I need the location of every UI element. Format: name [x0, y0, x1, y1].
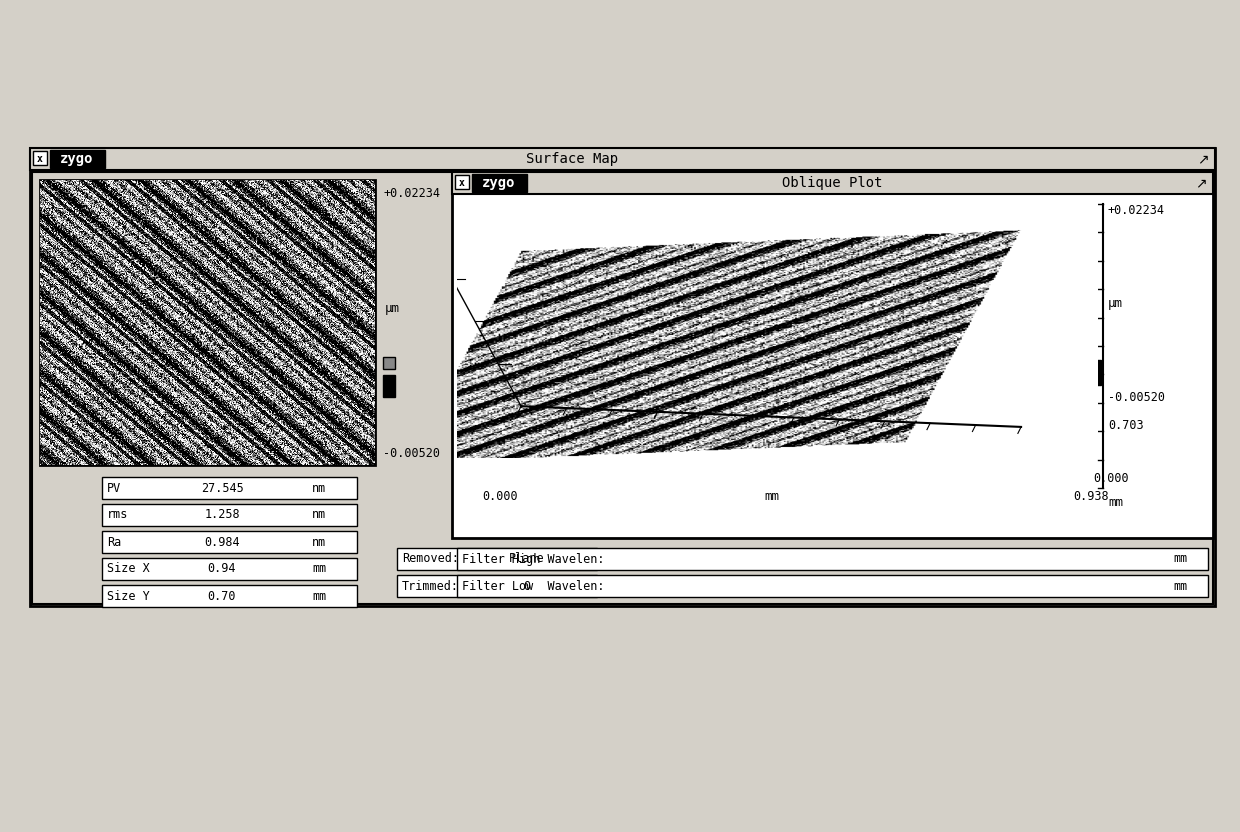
Text: mm: mm — [1109, 496, 1123, 509]
Bar — [102, 585, 357, 607]
Text: +0.02234: +0.02234 — [383, 187, 440, 200]
Bar — [102, 558, 357, 580]
Text: ↗: ↗ — [1195, 176, 1207, 190]
Bar — [383, 357, 396, 369]
Text: 0.94: 0.94 — [208, 562, 237, 576]
Text: -0.00520: -0.00520 — [383, 447, 440, 460]
Text: Plane: Plane — [510, 552, 544, 566]
Text: 0.938: 0.938 — [1073, 489, 1109, 503]
Text: Oblique Plot: Oblique Plot — [781, 176, 882, 190]
Polygon shape — [405, 194, 1021, 427]
Bar — [383, 374, 396, 397]
Text: 27.545: 27.545 — [201, 482, 243, 494]
Text: nm: nm — [312, 508, 326, 522]
Text: mm: mm — [1174, 580, 1188, 592]
Bar — [32, 172, 1213, 604]
Bar — [453, 172, 1213, 538]
Bar — [397, 575, 596, 597]
Bar — [33, 151, 47, 165]
Text: mm: mm — [312, 590, 326, 602]
Bar — [458, 548, 1208, 570]
Bar — [397, 548, 596, 570]
Text: Ra: Ra — [107, 536, 122, 548]
Text: 0: 0 — [523, 580, 531, 592]
Bar — [30, 148, 1215, 170]
Bar — [1087, 360, 1101, 385]
Bar — [458, 575, 1208, 597]
Text: 0.984: 0.984 — [205, 536, 239, 548]
Text: rms: rms — [107, 508, 129, 522]
Text: Removed:: Removed: — [402, 552, 459, 566]
Text: mm: mm — [1174, 552, 1188, 566]
Text: +0.02234: +0.02234 — [1109, 204, 1166, 217]
Text: Trimmed:: Trimmed: — [402, 580, 459, 592]
Text: 0.000: 0.000 — [482, 489, 517, 503]
Text: x: x — [37, 154, 43, 164]
Text: Size Y: Size Y — [107, 590, 150, 602]
Text: 0.000: 0.000 — [1092, 472, 1128, 484]
Text: Surface Map: Surface Map — [526, 152, 618, 166]
Bar — [102, 504, 357, 526]
Text: μm: μm — [384, 302, 401, 314]
Text: nm: nm — [312, 482, 326, 494]
Text: μm: μm — [1109, 297, 1123, 310]
Text: mm: mm — [765, 489, 780, 503]
Bar — [30, 148, 1215, 606]
Text: nm: nm — [312, 536, 326, 548]
Bar — [50, 150, 105, 168]
Text: ↗: ↗ — [1197, 152, 1209, 166]
Text: PV: PV — [107, 482, 122, 494]
Text: mm: mm — [312, 562, 326, 576]
Text: Filter High Wavelen:: Filter High Wavelen: — [463, 552, 605, 566]
Text: 0.70: 0.70 — [208, 590, 237, 602]
Bar — [102, 531, 357, 553]
Text: Filter Low  Wavelen:: Filter Low Wavelen: — [463, 580, 605, 592]
Text: x: x — [459, 178, 465, 188]
Bar — [102, 477, 357, 499]
Bar — [455, 175, 469, 189]
Bar — [453, 172, 1213, 194]
Bar — [472, 174, 527, 192]
Text: zygo: zygo — [61, 152, 94, 166]
Text: Size X: Size X — [107, 562, 150, 576]
Text: -0.00520: -0.00520 — [1109, 390, 1166, 404]
Text: zygo: zygo — [482, 176, 516, 190]
Bar — [40, 180, 374, 465]
Text: 1.258: 1.258 — [205, 508, 239, 522]
Text: 0.703: 0.703 — [1109, 419, 1143, 432]
